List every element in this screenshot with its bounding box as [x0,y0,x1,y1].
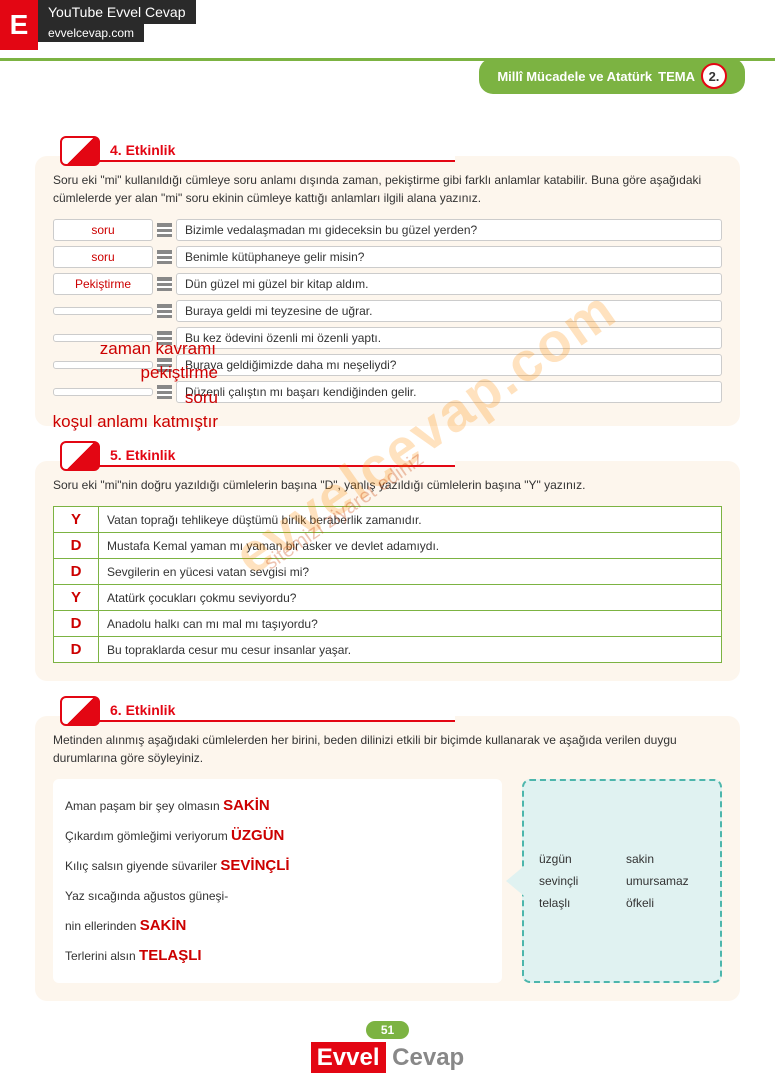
activity-5-table: YVatan toprağı tehlikeye düştümü birlik … [53,506,722,663]
sentence-line: Yaz sıcağında ağustos güneşi- [65,881,490,911]
sentence-cell: Atatürk çocukları çokmu seviyordu? [99,585,722,611]
connector-icon [157,223,172,237]
mark-cell[interactable]: Y [54,507,99,533]
book-icon [60,696,100,726]
table-row: DSevgilerin en yücesi vatan sevgisi mi? [54,559,722,585]
emotion-answer: SEVİNÇLİ [220,857,289,874]
sentence-text: Düzenli çalıştın mı başarı kendiğinden g… [176,381,722,403]
answer-label[interactable] [53,307,153,315]
sentence-text: Bizimle vedalaşmadan mı gideceksin bu gü… [176,219,722,241]
page-number: 51 [366,1021,409,1039]
activity-6-sentences: Aman paşam bir şey olmasın SAKİNÇıkardım… [53,779,502,983]
tema-label: TEMA [658,69,695,84]
sentence-text: Buraya geldiğimizde daha mı neşeliydi? [176,354,722,376]
activity-5-title: 5. Etkinlik [95,445,455,467]
answer-overlay: pekiştirme [0,363,218,383]
top-bar: E YouTube Evvel Cevap evvelcevap.com [0,0,775,50]
sentence-line: Terlerini alsın TELAŞLI [65,941,490,971]
word-option: telaşlı [539,896,618,910]
sentence-cell: Mustafa Kemal yaman mı yaman bir asker v… [99,533,722,559]
tema-text: Millî Mücadele ve Atatürk [497,69,652,84]
mark-cell[interactable]: Y [54,585,99,611]
mark-cell[interactable]: D [54,559,99,585]
answer-overlay: zaman kavramı [0,339,216,359]
sentence-text: Buraya geldi mi teyzesine de uğrar. [176,300,722,322]
sentence-text: Bu kez ödevini özenli mi özenli yaptı. [176,327,722,349]
answer-label[interactable]: soru [53,246,153,268]
word-box: üzgün sakin sevinçli umursamaz telaşlı öfkeli [522,779,722,983]
activity-6: 6. Etkinlik Metinden alınmış aşağıdaki c… [35,716,740,1001]
activity-4: 4. Etkinlik Soru eki "mi" kullanıldığı c… [35,156,740,426]
sentence-cell: Bu topraklarda cesur mu cesur insanlar y… [99,637,722,663]
book-icon [60,136,100,166]
table-row: YAtatürk çocukları çokmu seviyordu? [54,585,722,611]
mark-cell[interactable]: D [54,637,99,663]
answer-row: Buraya geldi mi teyzesine de uğrar. [53,300,722,322]
emotion-answer: TELAŞLI [139,947,202,964]
logo-e: E [0,0,38,50]
site-link[interactable]: evvelcevap.com [38,24,144,42]
word-option: üzgün [539,852,618,866]
word-option: umursamaz [626,874,705,888]
footer-logo: Evvel Cevap [35,1044,740,1072]
activity-6-title: 6. Etkinlik [95,700,455,722]
answer-row: Pekiştirme Dün güzel mi güzel bir kitap … [53,273,722,295]
activity-5-instruction: Soru eki "mi"nin doğru yazıldığı cümlele… [53,476,722,494]
activity-4-title: 4. Etkinlik [95,140,455,162]
mark-cell[interactable]: D [54,611,99,637]
page-number-wrap: 51 [35,1021,740,1039]
footer-e: Evvel [311,1042,386,1073]
connector-icon [157,304,172,318]
activity-5: 5. Etkinlik Soru eki "mi"nin doğru yazıl… [35,461,740,681]
answer-overlay: koşul anlamı katmıştır [0,412,218,432]
sentence-line: Aman paşam bir şey olmasın SAKİN [65,791,490,821]
table-row: DBu topraklarda cesur mu cesur insanlar … [54,637,722,663]
answer-row: soru Benimle kütüphaneye gelir misin? [53,246,722,268]
youtube-link[interactable]: YouTube Evvel Cevap [38,0,196,24]
answer-label[interactable]: Pekiştirme [53,273,153,295]
mark-cell[interactable]: D [54,533,99,559]
word-option: sevinçli [539,874,618,888]
connector-icon [157,277,172,291]
sentence-line: Kılıç salsın giyende süvariler SEVİNÇLİ [65,851,490,881]
activity-4-instruction: Soru eki "mi" kullanıldığı cümleye soru … [53,171,722,207]
word-option: öfkeli [626,896,705,910]
activity-6-instruction: Metinden alınmış aşağıdaki cümlelerden h… [53,731,722,767]
sentence-line: Çıkardım gömleğimi veriyorum ÜZGÜN [65,821,490,851]
answer-label[interactable]: soru [53,219,153,241]
sentence-cell: Anadolu halkı can mı mal mı taşıyordu? [99,611,722,637]
footer-rest: Cevap [386,1044,465,1071]
sentence-cell: Sevgilerin en yücesi vatan sevgisi mi? [99,559,722,585]
table-row: DAnadolu halkı can mı mal mı taşıyordu? [54,611,722,637]
table-row: YVatan toprağı tehlikeye düştümü birlik … [54,507,722,533]
answer-overlay: soru [0,388,218,408]
sentence-cell: Vatan toprağı tehlikeye düştümü birlik b… [99,507,722,533]
emotion-answer: SAKİN [223,797,270,814]
answer-row: soru Bizimle vedalaşmadan mı gideceksin … [53,219,722,241]
emotion-answer: ÜZGÜN [231,827,284,844]
sentence-text: Dün güzel mi güzel bir kitap aldım. [176,273,722,295]
tema-badge: Millî Mücadele ve Atatürk TEMA 2. [479,58,745,94]
word-option: sakin [626,852,705,866]
emotion-answer: SAKİN [140,917,187,934]
tema-number: 2. [701,63,727,89]
sentence-line: nin ellerinden SAKİN [65,911,490,941]
table-row: DMustafa Kemal yaman mı yaman bir asker … [54,533,722,559]
sentence-text: Benimle kütüphaneye gelir misin? [176,246,722,268]
connector-icon [157,250,172,264]
book-icon [60,441,100,471]
